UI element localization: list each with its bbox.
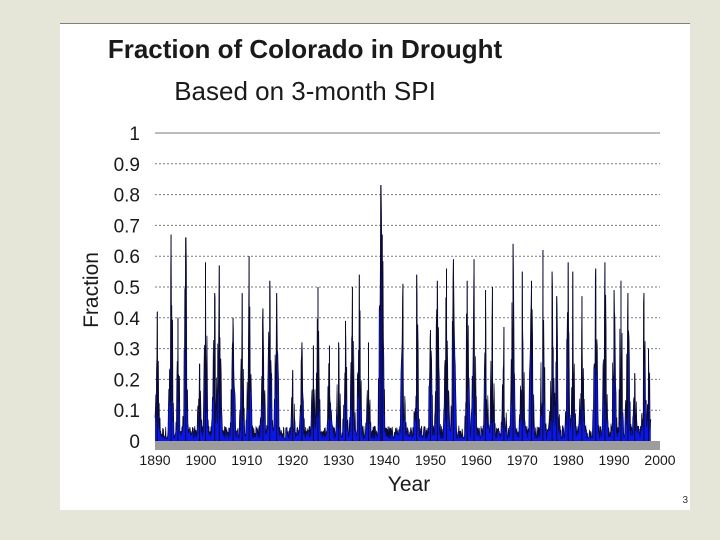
chart-subtitle: Based on 3-month SPI [174,76,436,106]
x-tick-label: 1990 [599,452,630,468]
y-axis-ticks: 0 0.1 0.2 0.3 0.4 0.5 0.6 0.7 0.8 0.9 1 [114,124,141,453]
x-axis-ticks: 1890 1900 1910 1920 1930 1940 1950 1960 1970 1980… [139,452,675,468]
chart-container: Fraction of Colorado in Drought Based on… [60,24,690,510]
x-tick-label: 1950 [415,452,446,468]
x-tick-label: 1910 [231,452,262,468]
y-tick-label: 0 [129,432,140,453]
y-axis-title: Fraction [80,252,103,328]
y-tick-label: 0.3 [114,340,140,361]
y-tick-label: 0.1 [114,401,140,422]
x-tick-label: 1900 [185,452,216,468]
chart-title: Fraction of Colorado in Drought [107,34,503,64]
x-tick-label: 1970 [507,452,538,468]
y-tick-label: 1 [129,124,140,145]
x-tick-label: 1960 [461,452,492,468]
x-tick-label: 2000 [644,452,675,468]
x-axis-band [155,441,660,450]
slide-number: 3 [682,495,688,506]
x-tick-label: 1920 [277,452,308,468]
slide-top-border [60,23,690,24]
x-tick-label: 1890 [139,452,170,468]
x-tick-label: 1930 [323,452,354,468]
y-tick-label: 0.8 [114,186,140,207]
grid-lines [155,132,660,450]
x-tick-label: 1980 [553,452,584,468]
y-tick-label: 0.6 [114,247,140,268]
y-tick-label: 0.4 [114,309,141,330]
x-tick-label: 1940 [369,452,400,468]
drought-series [154,185,652,441]
y-tick-label: 0.5 [114,278,140,299]
y-tick-label: 0.7 [114,216,140,237]
y-tick-label: 0.9 [114,155,140,176]
x-axis-title: Year [388,473,430,496]
y-tick-label: 0.2 [114,370,140,391]
